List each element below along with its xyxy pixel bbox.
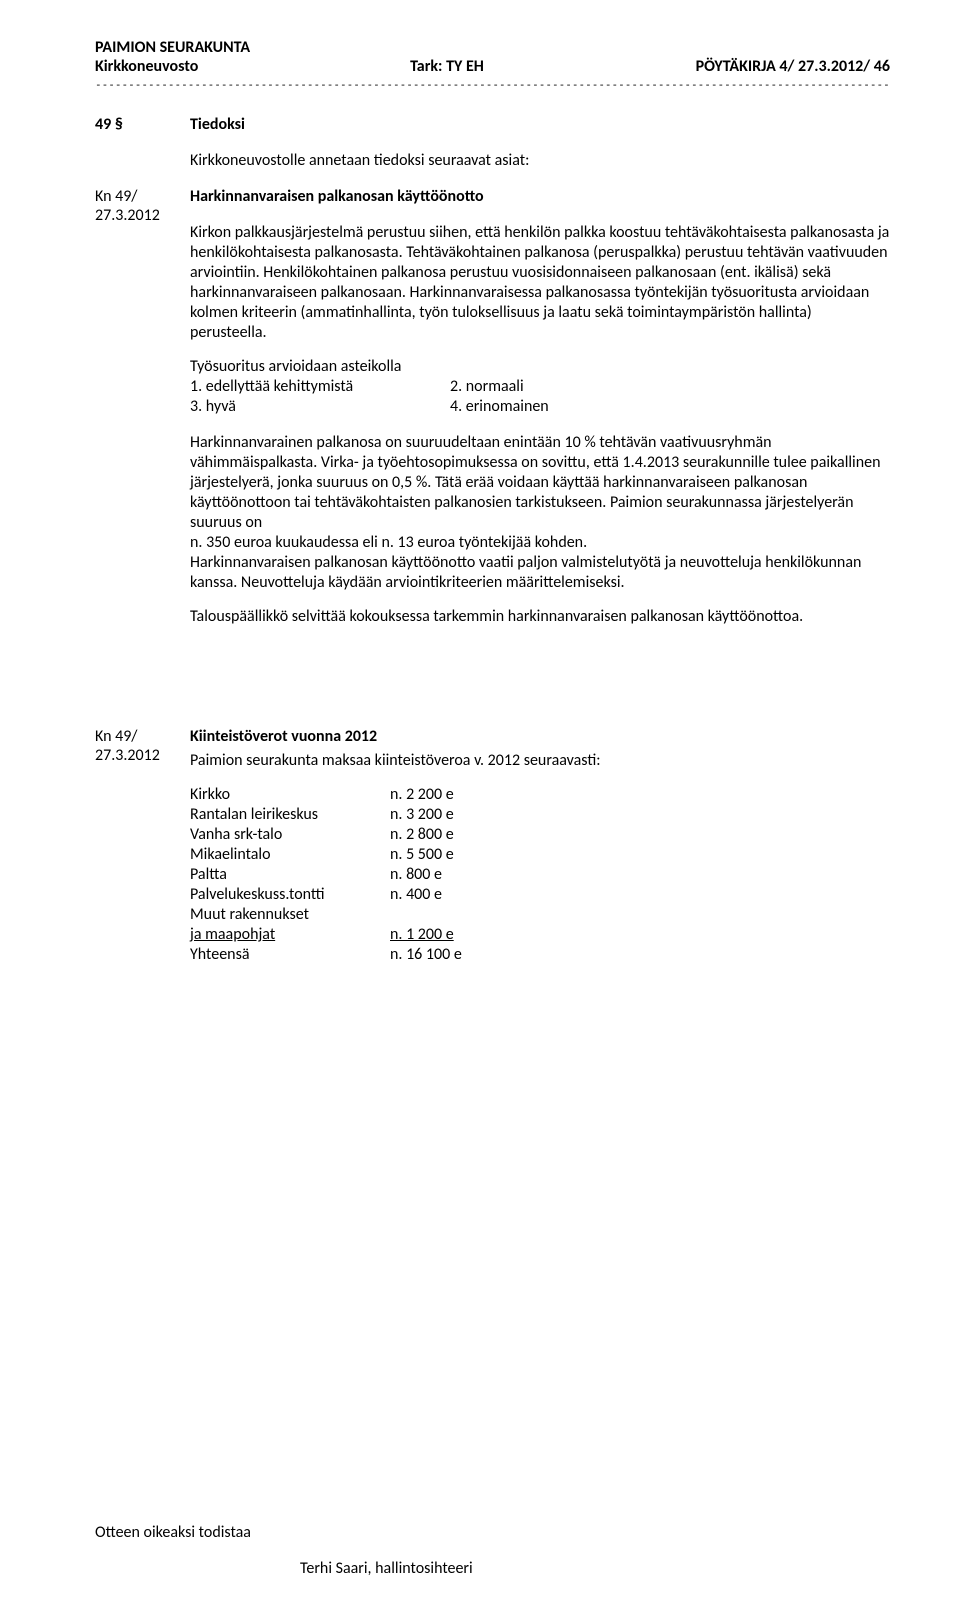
table-row: Kirkko n. 2 200 e	[190, 785, 500, 805]
footer-attest-line: Otteen oikeaksi todistaa	[95, 1523, 251, 1542]
kn49a-p2c: Harkinnanvaraisen palkanosan käyttöönott…	[190, 553, 890, 593]
kn-ref: Kn 49/ 27.3.2012	[95, 187, 190, 225]
body-name: Kirkkoneuvosto	[95, 57, 198, 76]
item-49-header: 49 § Tiedoksi	[95, 115, 890, 135]
table-row: Rantalan leirikeskus n. 3 200 e	[190, 805, 500, 825]
table-row-total: Yhteensä n. 16 100 e	[190, 945, 500, 965]
kn49a-row: Kn 49/ 27.3.2012 Harkinnanvaraisen palka…	[95, 187, 890, 641]
kn49a-heading: Harkinnanvaraisen palkanosan käyttöönott…	[190, 187, 890, 207]
tax-value: n. 3 200 e	[380, 805, 500, 825]
tax-label: Kirkko	[190, 785, 380, 805]
kn49a-p1: Kirkon palkkausjärjestelmä perustuu siih…	[190, 223, 890, 343]
table-row: Vanha srk-talo n. 2 800 e	[190, 825, 500, 845]
item-title: Tiedoksi	[190, 115, 890, 135]
tax-value: n. 5 500 e	[380, 845, 500, 865]
item-number: 49 §	[95, 115, 190, 134]
kn-ref-line1: Kn 49/	[95, 187, 190, 206]
kn49a-body: Harkinnanvaraisen palkanosan käyttöönott…	[190, 187, 890, 641]
tax-label: Vanha srk-talo	[190, 825, 380, 845]
tax-value: n. 800 e	[380, 865, 500, 885]
page: PAIMION SEURAKUNTA Kirkkoneuvosto Tark: …	[0, 0, 960, 1620]
table-row: Palvelukeskuss.tontti n. 400 e	[190, 885, 500, 905]
doc-id: PÖYTÄKIRJA 4/ 27.3.2012/ 46	[696, 57, 890, 76]
tax-label: Mikaelintalo	[190, 845, 380, 865]
org-name: PAIMION SEURAKUNTA	[95, 38, 890, 57]
kn49b-intro: Paimion seurakunta maksaa kiinteistövero…	[190, 751, 890, 771]
tax-label: Palvelukeskuss.tontti	[190, 885, 380, 905]
table-row: Mikaelintalo n. 5 500 e	[190, 845, 500, 865]
tax-label: Rantalan leirikeskus	[190, 805, 380, 825]
scale-row-2: 3. hyvä 4. erinomainen	[190, 397, 890, 417]
table-row-muut: Muut rakennukset	[190, 905, 500, 925]
footer-signer: Terhi Saari, hallintosihteeri	[300, 1559, 473, 1578]
item-49-intro-row: Kirkkoneuvostolle annetaan tiedoksi seur…	[95, 151, 890, 171]
kn49a-p2: Harkinnanvarainen palkanosa on suuruudel…	[190, 433, 890, 533]
kn-ref-b: Kn 49/ 27.3.2012	[95, 727, 190, 765]
tax-value	[380, 905, 500, 925]
scale-1: 1. edellyttää kehittymistä	[190, 377, 450, 397]
tax-table: Kirkko n. 2 200 e Rantalan leirikeskus n…	[190, 785, 500, 965]
scale-2: 2. normaali	[450, 377, 710, 397]
kn-ref-b-line2: 27.3.2012	[95, 746, 190, 765]
kn49b-heading: Kiinteistöverot vuonna 2012	[190, 727, 890, 747]
tax-total-value: n. 16 100 e	[380, 945, 500, 965]
tax-label: ja maapohjat	[190, 925, 380, 945]
scale-4: 4. erinomainen	[450, 397, 710, 417]
kn49a-p2b: n. 350 euroa kuukaudessa eli n. 13 euroa…	[190, 533, 890, 553]
scale-title: Työsuoritus arvioidaan asteikolla	[190, 357, 890, 377]
item-49-intro: Kirkkoneuvostolle annetaan tiedoksi seur…	[190, 151, 890, 171]
header-meta-row: Kirkkoneuvosto Tark: TY EH PÖYTÄKIRJA 4/…	[95, 57, 890, 76]
scale-3: 3. hyvä	[190, 397, 450, 417]
tax-value: n. 400 e	[380, 885, 500, 905]
kn49a-p3: Talouspäällikkö selvittää kokouksessa ta…	[190, 607, 890, 627]
kn-ref-b-line1: Kn 49/	[95, 727, 190, 746]
table-row-underline: ja maapohjat n. 1 200 e	[190, 925, 500, 945]
tax-total-label: Yhteensä	[190, 945, 380, 965]
document-header: PAIMION SEURAKUNTA Kirkkoneuvosto Tark: …	[95, 38, 890, 91]
kn49b-row: Kn 49/ 27.3.2012 Kiinteistöverot vuonna …	[95, 727, 890, 965]
tax-label: Paltta	[190, 865, 380, 885]
tark-field: Tark: TY EH	[410, 57, 484, 76]
kn49b-body: Kiinteistöverot vuonna 2012 Paimion seur…	[190, 727, 890, 965]
tax-value: n. 2 200 e	[380, 785, 500, 805]
table-row: Paltta n. 800 e	[190, 865, 500, 885]
divider-dashline: ----------------------------------------…	[95, 78, 890, 91]
tax-value: n. 1 200 e	[380, 925, 500, 945]
tax-label: Muut rakennukset	[190, 905, 380, 925]
tax-value: n. 2 800 e	[380, 825, 500, 845]
kn-ref-line2: 27.3.2012	[95, 206, 190, 225]
scale-row-1: 1. edellyttää kehittymistä 2. normaali	[190, 377, 890, 397]
